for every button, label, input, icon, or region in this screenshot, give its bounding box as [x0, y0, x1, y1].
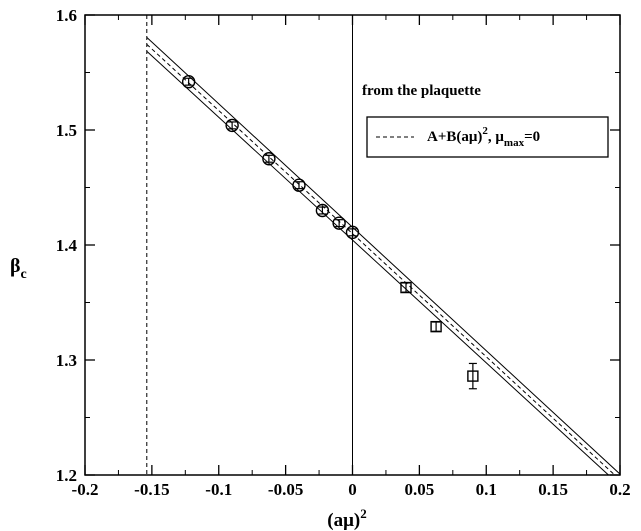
- x-tick-label: 0: [348, 480, 357, 499]
- marker-circle: [262, 152, 276, 166]
- legend-label-main: A+B(aμ): [427, 129, 482, 145]
- marker-circle: [332, 216, 346, 230]
- legend: A+B(aμ)2, μmax=0: [366, 116, 609, 158]
- marker-circle: [181, 74, 196, 89]
- data-point-circle: [262, 152, 276, 166]
- data-point-circle: [332, 216, 346, 230]
- legend-label-tail: =0: [524, 129, 540, 145]
- y-tick-label: 1.3: [56, 351, 77, 370]
- fit-central-line: [146, 43, 616, 475]
- legend-label-sub: max: [504, 137, 525, 149]
- plot-area: [146, 15, 620, 475]
- x-axis-title-text: (aμ): [327, 510, 360, 531]
- x-tick-label: -0.1: [205, 480, 232, 499]
- legend-label-sup: 2: [482, 125, 488, 137]
- y-tick-label: 1.6: [56, 6, 77, 25]
- x-axis-title-sup: 2: [360, 506, 367, 521]
- y-axis-title-sub: c: [21, 267, 27, 282]
- y-axis-ticks: 1.2 1.3 1.4 1.5 1.6: [56, 6, 620, 485]
- marker-square: [467, 370, 479, 382]
- x-tick-label: 0.1: [476, 480, 497, 499]
- y-tick-label: 1.2: [56, 466, 77, 485]
- marker-square: [400, 281, 412, 294]
- data-point-circle: [181, 74, 196, 89]
- y-axis-title-text: β: [10, 255, 21, 277]
- y-axis-title: βc: [10, 255, 27, 282]
- x-tick-label: -0.15: [134, 480, 169, 499]
- x-axis-ticks: -0.2 -0.15 -0.1 -0.05 0 0.05 0.1 0.15 0.2: [72, 15, 631, 499]
- x-tick-label: 0.05: [405, 480, 435, 499]
- data-point-square: [467, 362, 479, 390]
- marker-circle: [315, 203, 330, 218]
- fit-band-lower: [146, 50, 610, 475]
- marker-square: [430, 320, 442, 333]
- x-tick-label: 0.2: [609, 480, 630, 499]
- fit-band-upper: [146, 37, 620, 475]
- data-point-circle: [225, 118, 239, 133]
- data-point-circle: [345, 225, 360, 240]
- marker-circle: [225, 118, 239, 133]
- y-tick-label: 1.4: [56, 236, 78, 255]
- legend-label: A+B(aμ)2, μmax=0: [427, 125, 540, 149]
- x-tick-label: -0.05: [268, 480, 303, 499]
- marker-circle: [292, 178, 306, 192]
- x-tick-label: 0.15: [538, 480, 568, 499]
- data-point-square: [400, 281, 412, 294]
- plot-clipped-group: [146, 15, 620, 475]
- data-point-circle: [315, 203, 330, 218]
- x-tick-label: -0.2: [72, 480, 99, 499]
- x-axis-title: (aμ)2: [327, 506, 366, 531]
- legend-label-sep: , μ: [488, 129, 505, 145]
- marker-circle: [345, 225, 360, 240]
- data-point-circle: [292, 178, 306, 192]
- data-point-square: [430, 320, 442, 333]
- y-tick-label: 1.5: [56, 121, 77, 140]
- annotation: from the plaquette: [362, 83, 481, 99]
